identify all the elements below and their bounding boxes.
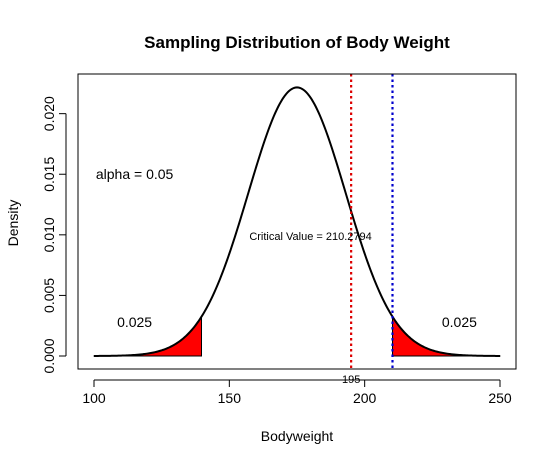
plot-layer (93, 74, 501, 369)
annotation-alpha: alpha = 0.05 (96, 166, 174, 182)
annotation-left-tail: 0.025 (117, 314, 152, 330)
density-curve (94, 86, 500, 357)
x-axis-label: Bodyweight (261, 428, 333, 444)
y-tick-label: 0.005 (41, 278, 57, 313)
annotation-layer: alpha = 0.05 0.025 0.025 Critical Value = 2… (96, 166, 477, 386)
axis-layer: 100 150 200 250 0.000 0.005 0.010 0.015 0.020 (41, 96, 512, 406)
x-tick-label: 150 (218, 390, 242, 406)
y-tick-label: 0.010 (41, 217, 57, 252)
plot-frame (77, 73, 517, 370)
y-tick-label: 0.000 (41, 338, 57, 373)
y-tick-label: 0.015 (41, 157, 57, 192)
y-axis-label: Density (5, 200, 21, 247)
annotation-critical: Critical Value = 210.2794 (249, 231, 371, 243)
x-tick-label: 250 (488, 390, 512, 406)
y-tick-label: 0.020 (41, 96, 57, 131)
annotation-line195: 195 (342, 374, 360, 386)
x-tick-label: 200 (353, 390, 377, 406)
chart-title: Sampling Distribution of Body Weight (144, 33, 450, 52)
annotation-right-tail: 0.025 (442, 314, 477, 330)
x-tick-label: 100 (82, 390, 106, 406)
